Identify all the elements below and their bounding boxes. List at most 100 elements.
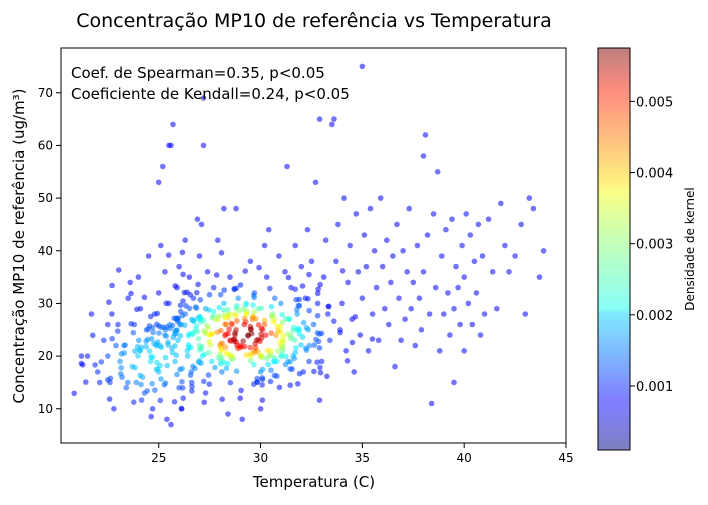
data-point — [241, 321, 248, 328]
data-point — [170, 121, 176, 128]
data-point — [402, 316, 408, 323]
data-point — [271, 355, 278, 361]
data-point — [258, 352, 265, 359]
data-point — [253, 337, 260, 344]
data-point — [424, 232, 431, 238]
data-point — [106, 299, 112, 306]
data-point — [131, 399, 137, 406]
data-point — [457, 321, 463, 328]
data-point — [320, 274, 327, 280]
data-point — [143, 327, 150, 333]
data-point — [237, 342, 243, 349]
data-point — [339, 300, 345, 307]
data-point — [149, 354, 156, 361]
data-point — [154, 310, 161, 317]
data-point — [106, 396, 113, 402]
data-point — [386, 321, 392, 328]
colorbar-tick-label: 0.002 — [636, 309, 673, 324]
data-point — [162, 380, 169, 386]
data-point — [271, 372, 278, 379]
data-point — [237, 395, 243, 402]
colorbar-label: Densidade de kernel — [683, 187, 697, 310]
data-point — [506, 269, 512, 275]
data-point — [180, 395, 186, 402]
data-point — [285, 358, 291, 365]
data-point — [153, 342, 160, 349]
data-point — [156, 330, 162, 336]
data-point — [315, 286, 321, 293]
data-point — [149, 380, 155, 387]
data-point — [109, 335, 115, 342]
data-point — [234, 318, 240, 324]
data-point — [412, 342, 419, 349]
data-point — [200, 142, 207, 149]
data-point — [461, 348, 468, 354]
data-point — [502, 242, 508, 249]
y-tick-label: 50 — [38, 191, 53, 205]
data-point — [255, 305, 262, 312]
data-point — [282, 269, 288, 275]
data-point — [177, 302, 184, 309]
data-point — [274, 323, 281, 330]
data-point — [228, 352, 234, 359]
data-point — [317, 281, 323, 288]
data-point — [325, 303, 332, 310]
data-point — [475, 221, 482, 228]
data-point — [293, 296, 300, 303]
data-point — [382, 305, 388, 312]
data-point — [449, 216, 455, 222]
data-point — [163, 333, 170, 340]
data-point — [264, 348, 271, 354]
annotation-kendall: Coeficiente de Kendall=0.24, p<0.05 — [71, 85, 350, 103]
data-point — [459, 242, 465, 249]
data-point — [116, 267, 122, 273]
data-point — [367, 205, 374, 212]
data-point — [473, 290, 480, 296]
data-point — [137, 348, 144, 354]
data-point — [145, 253, 152, 259]
data-point — [471, 258, 478, 265]
data-point — [331, 116, 337, 122]
data-point — [174, 284, 180, 291]
data-point — [296, 331, 303, 337]
data-point — [105, 321, 111, 328]
data-point — [259, 375, 266, 381]
data-point — [143, 343, 149, 350]
data-point — [225, 411, 231, 417]
data-point — [243, 352, 250, 358]
data-point — [379, 263, 386, 270]
data-point — [410, 279, 417, 286]
data-point — [277, 339, 284, 345]
data-point — [526, 195, 533, 201]
data-point — [268, 367, 274, 374]
data-point — [136, 337, 142, 344]
data-point — [304, 226, 311, 233]
data-point — [172, 358, 178, 365]
data-point — [469, 321, 476, 328]
data-point — [176, 384, 182, 391]
data-point — [445, 290, 451, 296]
data-point — [225, 315, 232, 321]
data-point — [208, 358, 215, 365]
data-point — [162, 354, 169, 361]
data-point — [236, 307, 242, 314]
data-point — [179, 249, 186, 256]
data-point — [205, 325, 212, 331]
data-point — [292, 349, 299, 356]
data-point — [392, 363, 398, 370]
data-point — [439, 253, 445, 259]
data-point — [318, 358, 325, 365]
data-point — [313, 336, 319, 343]
data-point — [522, 311, 529, 317]
data-point — [182, 237, 188, 243]
data-point — [165, 252, 172, 258]
y-tick-label: 70 — [38, 86, 53, 100]
data-point — [261, 321, 268, 328]
data-point — [285, 274, 292, 281]
data-point — [428, 400, 435, 407]
data-point — [219, 369, 225, 375]
data-point — [276, 384, 283, 391]
data-point — [347, 242, 354, 249]
data-point — [132, 364, 138, 371]
data-point — [217, 291, 224, 298]
